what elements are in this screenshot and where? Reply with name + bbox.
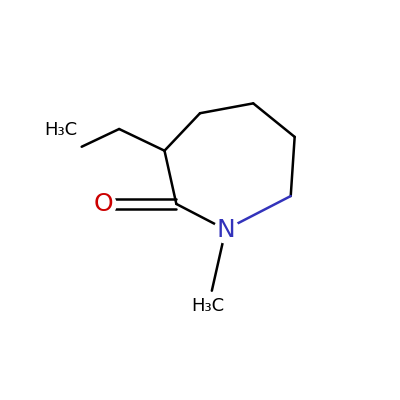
Text: H₃C: H₃C xyxy=(44,121,78,139)
Text: O: O xyxy=(94,192,113,216)
Text: N: N xyxy=(216,218,235,242)
Text: H₃C: H₃C xyxy=(191,297,224,315)
